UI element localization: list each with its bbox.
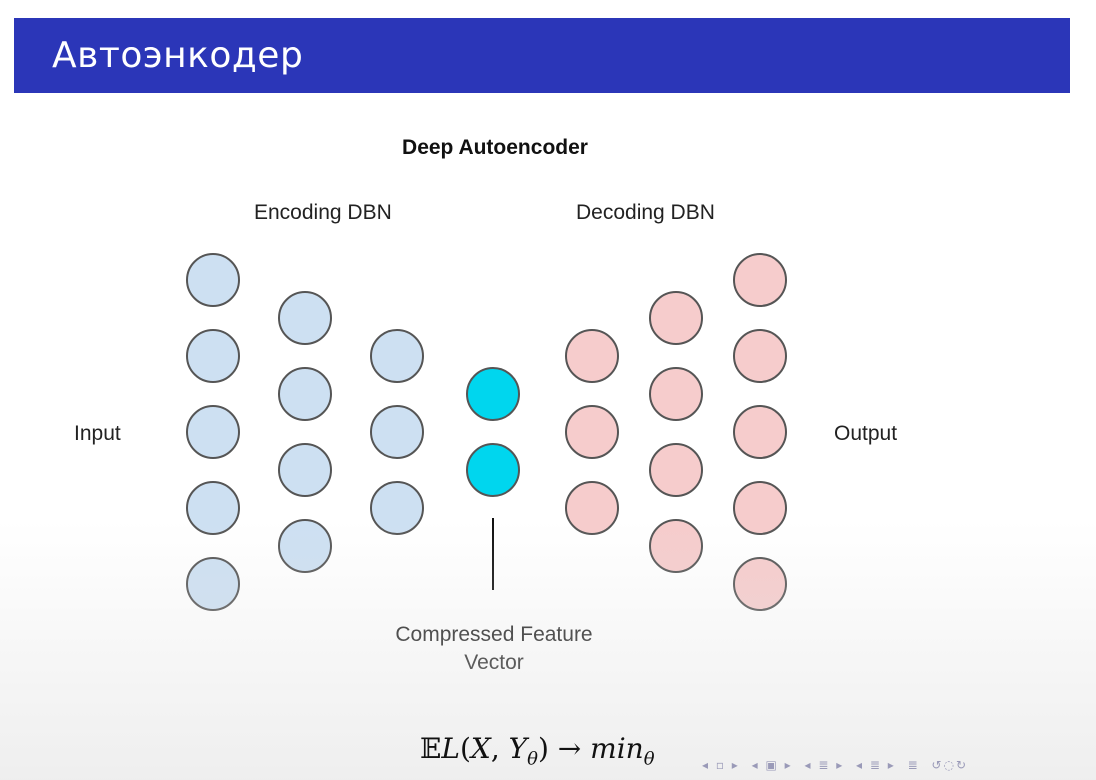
output-label: Output xyxy=(834,422,898,445)
encoder-layer-1-node-1 xyxy=(186,253,240,307)
decoder-layer-7-node-5 xyxy=(733,557,787,611)
formula-y-subscript: θ xyxy=(527,748,538,770)
formula-min-subscript: θ xyxy=(643,748,655,770)
nav-search-icon[interactable]: ↺◌↻ xyxy=(931,758,969,772)
decoder-layer-5-node-2 xyxy=(565,405,619,459)
formula-arrow: → xyxy=(548,732,591,765)
encoder-layer-2-node-2 xyxy=(278,367,332,421)
nav-list-icon[interactable]: ≣ xyxy=(907,758,920,772)
formula-loss: L xyxy=(441,732,460,765)
title-bar: Автоэнкодер xyxy=(14,18,1070,93)
nav-section-icon[interactable]: ◂ ≣ ▸ xyxy=(804,758,845,772)
decoder-layer-7-node-2 xyxy=(733,329,787,383)
decoder-layer-6-node-3 xyxy=(649,443,703,497)
decoder-layer-5-node-1 xyxy=(565,329,619,383)
loss-formula: 𝔼L(X, Yθ) → minθ xyxy=(420,732,655,770)
encoder-layer-1-node-3 xyxy=(186,405,240,459)
decoding-dbn-label: Decoding DBN xyxy=(576,201,715,224)
decoder-layer-7-node-4 xyxy=(733,481,787,535)
formula-comma: , xyxy=(490,732,509,765)
decoder-layer-7-node-3 xyxy=(733,405,787,459)
nav-subsection-icon[interactable]: ◂ ≣ ▸ xyxy=(856,758,896,772)
decoder-layer-7-node-1 xyxy=(733,253,787,307)
input-label: Input xyxy=(74,422,121,445)
formula-close-paren: ) xyxy=(537,732,549,765)
encoder-layer-2-node-3 xyxy=(278,443,332,497)
encoder-layer-2-node-4 xyxy=(278,519,332,573)
nav-prev-icon[interactable]: ◂ ▫ ▸ xyxy=(702,758,740,772)
decoder-layer-5-node-3 xyxy=(565,481,619,535)
decoder-layer-6-node-4 xyxy=(649,519,703,573)
decoder-layer-6-node-1 xyxy=(649,291,703,345)
formula-y: Y xyxy=(508,732,528,765)
encoder-layer-1-node-5 xyxy=(186,557,240,611)
formula-expectation: 𝔼 xyxy=(420,732,442,765)
encoder-layer-3-node-3 xyxy=(370,481,424,535)
diagram-title: Deep Autoencoder xyxy=(402,136,588,159)
encoder-layer-3-node-2 xyxy=(370,405,424,459)
encoding-dbn-label: Encoding DBN xyxy=(254,201,392,224)
slide-title: Автоэнкодер xyxy=(52,35,304,76)
encoder-layer-1-node-4 xyxy=(186,481,240,535)
bottleneck-layer-4-node-1 xyxy=(466,367,520,421)
decoder-layer-6-node-2 xyxy=(649,367,703,421)
beamer-navigation: ◂ ▫ ▸ ◂ ▣ ▸ ◂ ≣ ▸ ◂ ≣ ▸ ≣ ↺◌↻ xyxy=(702,758,974,772)
encoder-layer-3-node-1 xyxy=(370,329,424,383)
formula-open-paren: ( xyxy=(459,732,471,765)
network-nodes xyxy=(186,253,787,611)
nav-frame-icon[interactable]: ◂ ▣ ▸ xyxy=(751,758,793,772)
bottleneck-layer-4-node-2 xyxy=(466,443,520,497)
formula-min: min xyxy=(590,732,644,765)
encoder-layer-1-node-2 xyxy=(186,329,240,383)
formula-x: X xyxy=(470,732,491,765)
encoder-layer-2-node-1 xyxy=(278,291,332,345)
